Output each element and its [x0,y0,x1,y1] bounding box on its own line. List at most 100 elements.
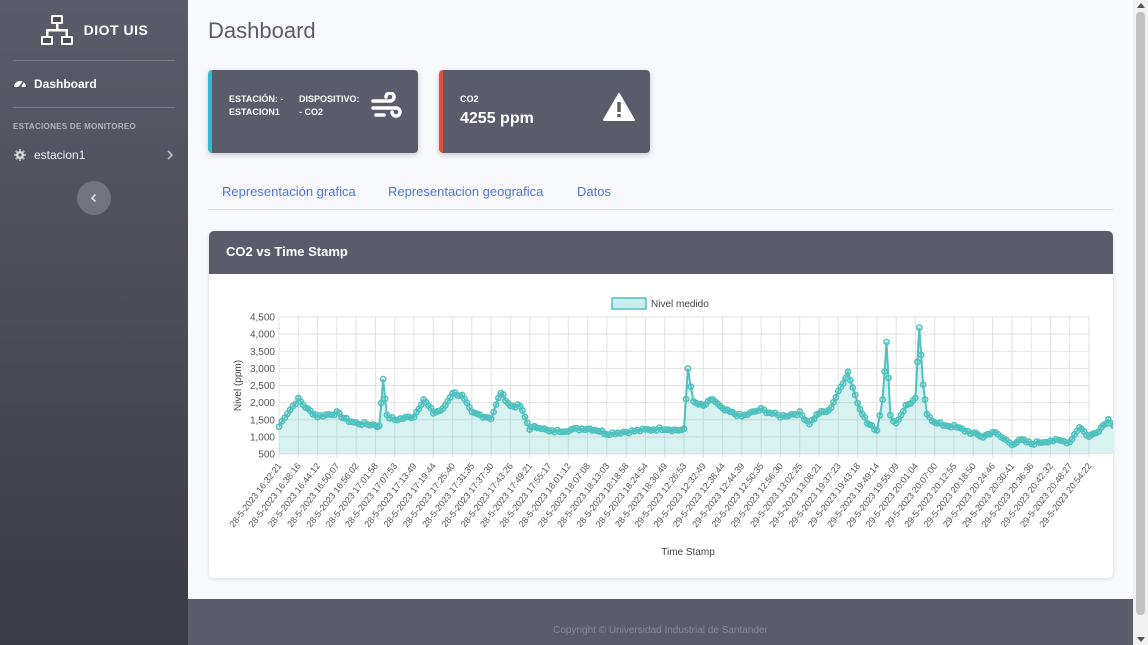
device-label: DISPOSITIVO: [299,94,360,104]
co2-line-chart[interactable]: 500 1,000 1,500 2,000 2,500 3,000 3,500 4,000 4,… [209,274,1113,578]
gear-icon [14,149,26,161]
data-point [912,394,919,402]
data-point [687,383,695,391]
data-point [914,358,921,366]
y-tick-label: 4,000 [250,330,275,341]
data-point [844,368,852,376]
data-point [854,399,861,407]
data-point [499,391,507,398]
legend-label: Nivel medido [651,299,709,310]
tab-datos[interactable]: Datos [577,184,611,199]
data-point [885,374,892,382]
station-card: ESTACIÓN: - ESTACION1 DISPOSITIVO: - CO2 [208,70,418,153]
data-point [883,338,890,346]
data-point [873,426,881,434]
data-point [839,380,847,387]
data-point [682,395,690,403]
co2-card: CO2 4255 ppm [439,70,650,153]
view-tabs: Representación grafica Representacion ge… [208,180,1113,210]
data-point [1027,440,1035,448]
scroll-down-arrow-icon[interactable] [1137,637,1145,642]
data-point [562,428,569,435]
data-point [1110,422,1113,429]
data-point [856,405,864,413]
chevron-right-icon [167,150,174,160]
data-point [849,384,857,391]
data-point [521,413,529,421]
data-point [417,401,425,409]
data-point [900,407,907,415]
y-tick-label: 2,500 [250,381,275,392]
data-point [782,412,790,420]
y-tick-label: 1,000 [250,432,275,443]
data-point [519,407,526,414]
data-point [961,427,969,435]
data-point [790,410,798,418]
device-info: DISPOSITIVO: - CO2 [299,93,360,119]
data-point [684,365,692,372]
y-tick-label: 2,000 [250,398,275,409]
sidebar: DIOT UIS Dashboard ESTACIONES DE MONITOR… [0,0,188,645]
y-tick-label: 1,500 [250,415,275,426]
data-point [741,411,748,419]
data-point [327,411,335,419]
data-point [876,412,884,419]
data-point [603,431,611,438]
y-axis-title: Nivel (ppm) [233,360,244,411]
page-scrollbar[interactable] [1133,0,1148,645]
data-point [523,419,531,427]
sidebar-item-dashboard[interactable]: Dashboard [0,61,188,107]
station-label: ESTACIÓN: - [229,94,284,104]
data-point [340,414,348,422]
tachometer-icon [14,81,26,89]
station-value: ESTACION1 [229,107,280,117]
brand[interactable]: DIOT UIS [0,0,188,60]
data-point [427,404,435,412]
data-point [827,404,835,411]
chevron-left-icon [90,193,97,203]
co2-label: CO2 [460,94,479,104]
data-point [887,411,894,419]
sidebar-divider [13,60,175,61]
data-point [379,375,387,383]
chart-title: CO2 vs Time Stamp [209,231,1113,274]
page-title: Dashboard [208,18,316,43]
tab-representacion-geografica[interactable]: Representacion geografica [388,184,544,199]
co2-value: 4255 ppm [460,110,534,127]
data-point [275,423,283,430]
data-point [881,368,888,375]
data-point [490,408,497,416]
series-area [279,327,1113,454]
y-tick-label: 4,500 [250,313,275,324]
data-point [680,425,688,433]
data-point [989,428,996,436]
y-tick-label: 3,000 [250,364,275,375]
data-point [377,399,385,407]
sidebar-heading: ESTACIONES DE MONITOREO [13,122,137,131]
data-point [915,324,923,331]
data-point [1058,437,1065,445]
sidebar-item-label: Dashboard [34,77,97,91]
y-tick-label: 3,500 [250,347,275,358]
data-point [861,413,869,421]
data-point [919,381,927,388]
data-point [921,396,929,403]
sidebar-item-estacion1[interactable]: estacion1 [0,137,188,173]
data-point [487,415,495,423]
sidebar-divider [13,107,175,108]
data-point [846,376,854,384]
data-point [917,351,925,359]
data-point [492,401,500,408]
footer-copyright: Copyright © Universidad Industrial de Sa… [188,599,1133,645]
tab-representacion-grafica[interactable]: Representación grafica [222,184,356,199]
scrollbar-thumb[interactable] [1136,12,1145,615]
legend-swatch [611,297,647,310]
data-point [879,396,886,403]
main-content: Dashboard ESTACIÓN: - ESTACION1 DISPOSIT… [188,0,1133,645]
sidebar-toggle-button[interactable] [77,181,111,215]
scroll-up-arrow-icon[interactable] [1137,3,1145,8]
x-axis-title: Time Stamp [661,547,715,558]
y-tick-label: 500 [258,450,275,461]
station-info: ESTACIÓN: - ESTACION1 [229,93,283,119]
wind-icon [371,92,402,118]
